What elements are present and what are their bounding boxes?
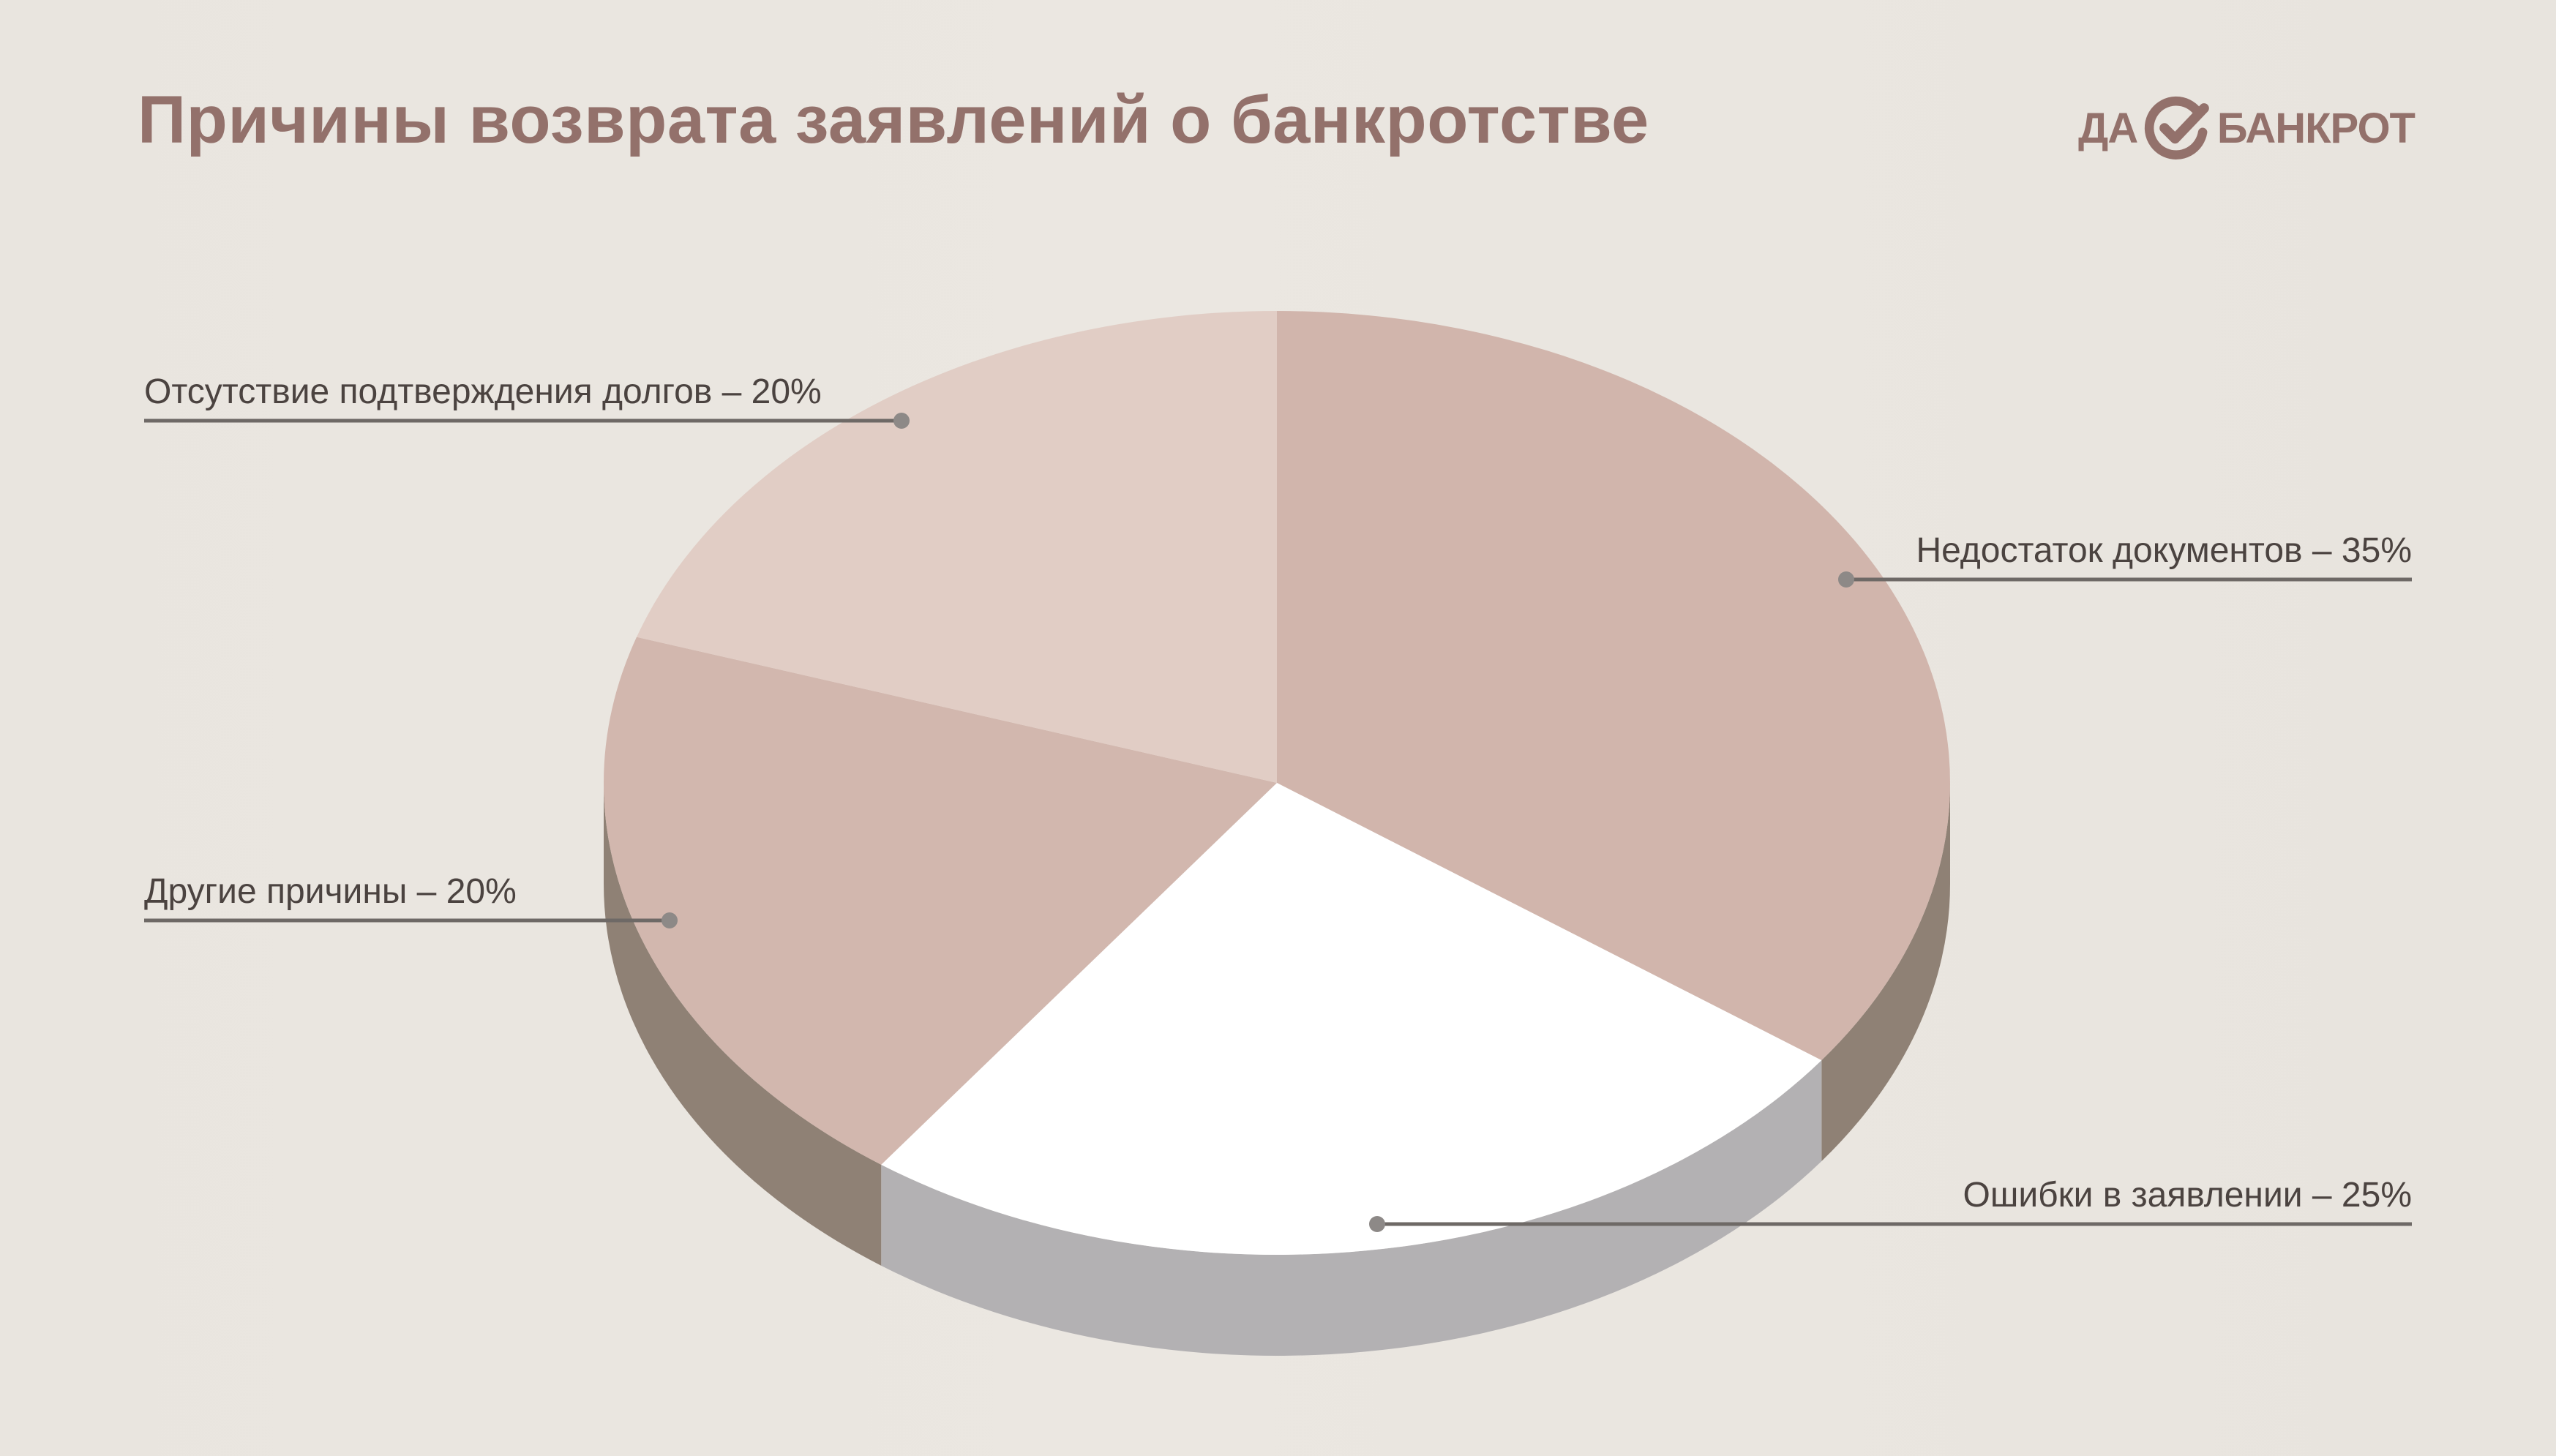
brand-logo[interactable]: ДА БАНКРОТ <box>2078 88 2416 168</box>
logo-word-da: ДА <box>2078 104 2138 152</box>
logo-word-bankrot: БАНКРОТ <box>2216 104 2416 152</box>
leader-dot-2 <box>1369 1216 1385 1232</box>
pie-tops <box>603 311 1950 1255</box>
pie-side-3 <box>604 783 882 1266</box>
pie-slice-4[interactable] <box>637 311 1277 783</box>
pie-slice-3[interactable] <box>603 637 1277 1165</box>
slice-label-1: Недостаток документов – 35% <box>1916 531 2412 570</box>
pie-labels: Недостаток документов – 35% Ошибки в заяв… <box>144 372 2412 1232</box>
top-sheen <box>1277 311 1496 783</box>
slice-label-4: Отсутствие подтверждения долгов – 20% <box>144 372 822 411</box>
leader-dot-4 <box>893 413 910 429</box>
pie-side-1 <box>1821 783 1950 1162</box>
pie-slice-2[interactable] <box>881 783 1822 1255</box>
page-title: Причины возврата заявлений о банкротстве <box>138 83 1649 157</box>
slice-label-3: Другие причины – 20% <box>144 872 517 911</box>
pie-sides <box>604 783 1950 1356</box>
slice-label-2: Ошибки в заявлении – 25% <box>1963 1176 2413 1215</box>
leader-dot-3 <box>662 912 678 928</box>
pie-side-2 <box>881 1060 1822 1356</box>
leader-dot-1 <box>1838 571 1854 588</box>
checkmark-circle-icon <box>2145 96 2210 160</box>
